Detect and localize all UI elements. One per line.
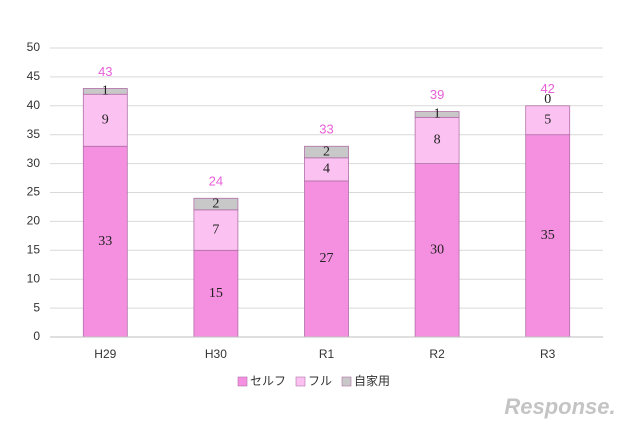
x-tick-label: H29 bbox=[94, 347, 116, 361]
legend-swatch bbox=[237, 376, 248, 387]
data-label: 1 bbox=[102, 84, 109, 99]
legend-label: セルフ bbox=[250, 374, 286, 388]
total-label: 33 bbox=[319, 122, 333, 137]
y-tick-label: 0 bbox=[33, 329, 40, 343]
bar-segment bbox=[82, 93, 128, 147]
bar-segment bbox=[414, 111, 460, 118]
data-label: 9 bbox=[102, 112, 109, 127]
legend-swatch bbox=[341, 376, 352, 387]
data-label: 2 bbox=[212, 196, 219, 211]
data-label: 35 bbox=[541, 228, 555, 243]
bar-segment bbox=[525, 105, 571, 136]
data-label: 7 bbox=[212, 222, 219, 237]
data-label: 4 bbox=[323, 162, 330, 177]
y-tick-label: 20 bbox=[27, 214, 41, 228]
data-label: 15 bbox=[209, 286, 223, 301]
y-tick-label: 15 bbox=[27, 242, 41, 256]
bar-segment bbox=[525, 134, 571, 338]
bar-segment bbox=[82, 145, 128, 338]
data-label: 33 bbox=[98, 234, 112, 249]
bar-segment bbox=[304, 180, 349, 338]
y-tick-label: 30 bbox=[27, 156, 41, 170]
y-tick-label: 35 bbox=[27, 127, 41, 141]
y-tick-label: 25 bbox=[27, 185, 41, 199]
y-tick-label: 5 bbox=[33, 300, 40, 314]
total-label: 43 bbox=[98, 64, 112, 79]
data-label: 30 bbox=[430, 243, 444, 258]
total-label: 24 bbox=[209, 174, 223, 189]
legend-label: 自家用 bbox=[354, 373, 390, 388]
total-label: 42 bbox=[540, 81, 554, 96]
legend-label: フル bbox=[308, 374, 332, 388]
y-tick-label: 50 bbox=[27, 40, 41, 54]
bar-segment bbox=[193, 197, 239, 211]
total-label: 39 bbox=[430, 87, 444, 102]
x-tick-label: R2 bbox=[429, 347, 445, 361]
bar-segment bbox=[82, 88, 128, 95]
data-label: 2 bbox=[323, 144, 330, 159]
data-label: 1 bbox=[434, 107, 441, 122]
x-tick-label: H30 bbox=[205, 347, 227, 361]
watermark: Response. bbox=[504, 394, 615, 419]
bar-segment bbox=[193, 249, 239, 338]
x-tick-label: R3 bbox=[540, 347, 556, 361]
bar-segment bbox=[193, 209, 239, 251]
data-label: 27 bbox=[320, 251, 334, 266]
bar-segment bbox=[304, 145, 349, 159]
data-label: 5 bbox=[544, 112, 551, 127]
y-tick-label: 45 bbox=[27, 69, 41, 83]
y-tick-label: 40 bbox=[27, 98, 41, 112]
data-label: 0 bbox=[544, 92, 551, 107]
y-tick-label: 10 bbox=[27, 271, 41, 285]
legend-swatch bbox=[295, 376, 306, 387]
bar-segment bbox=[414, 116, 460, 165]
data-label: 8 bbox=[434, 133, 441, 148]
x-tick-label: R1 bbox=[319, 347, 335, 361]
